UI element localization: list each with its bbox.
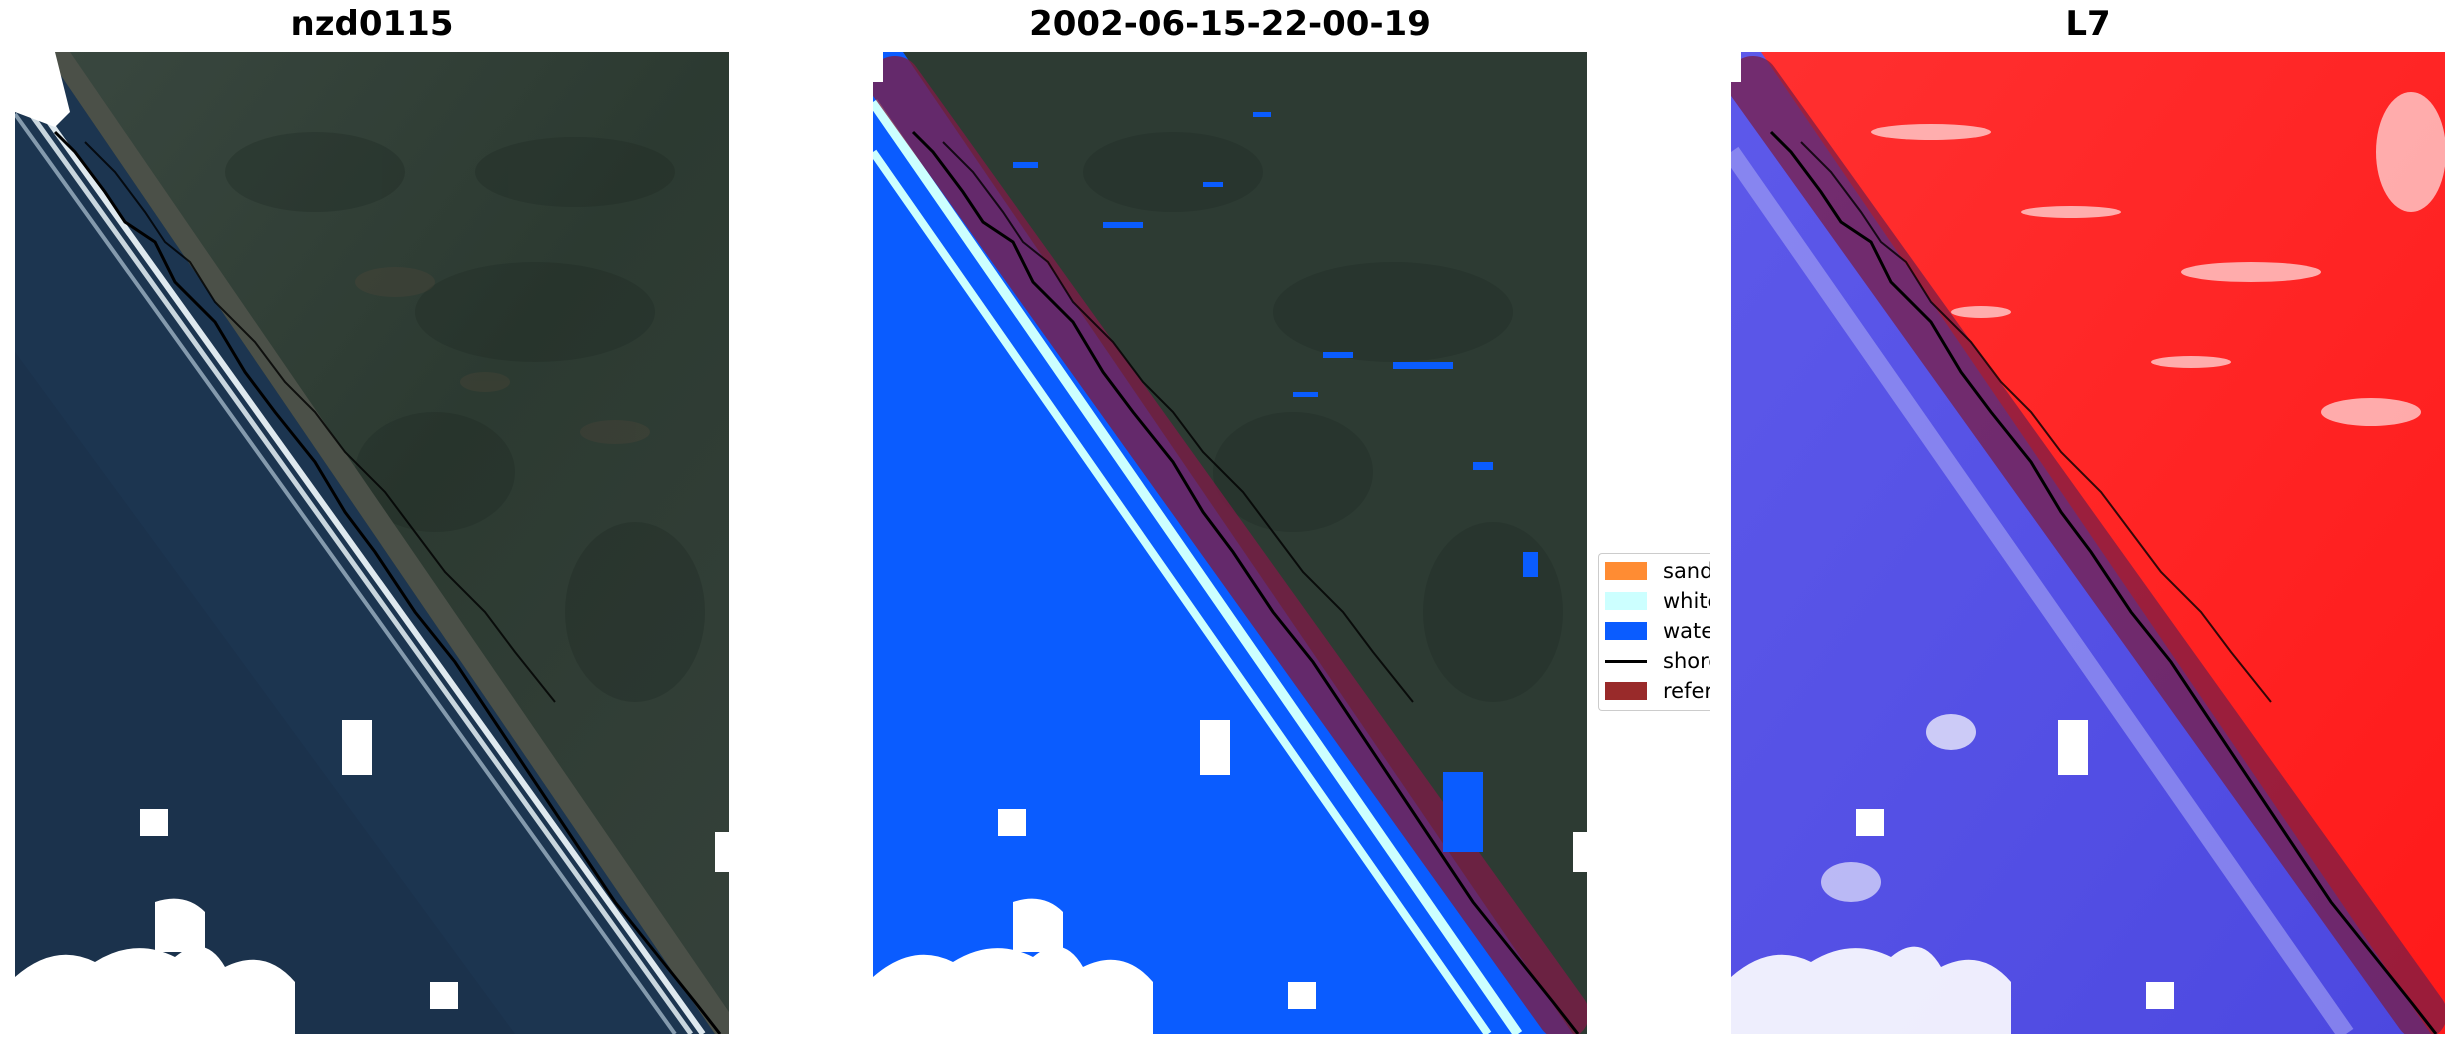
legend-label-reference: referen xyxy=(1663,679,1710,703)
legend-item-sand: sand xyxy=(1605,558,1710,584)
legend-label-whitewater: whitew xyxy=(1663,589,1710,613)
rgb-image-panel xyxy=(15,52,729,1034)
legend-swatch-water xyxy=(1605,622,1647,640)
legend-label-sand: sand xyxy=(1663,559,1710,583)
legend-swatch-shoreline xyxy=(1605,659,1647,663)
legend-item-water: water xyxy=(1605,618,1710,644)
rgb-image xyxy=(15,52,729,1034)
legend-item-shoreline: shorel xyxy=(1605,648,1710,674)
legend: sand whitew water shorel referen xyxy=(1598,553,1710,711)
legend-label-shoreline: shorel xyxy=(1663,649,1710,673)
legend-swatch-whitewater xyxy=(1605,592,1647,610)
legend-swatch-reference xyxy=(1605,682,1647,700)
legend-item-reference: referen xyxy=(1605,678,1710,704)
legend-item-whitewater: whitew xyxy=(1605,588,1710,614)
legend-swatch-sand xyxy=(1605,562,1647,580)
index-image xyxy=(1731,52,2445,1034)
classification-panel xyxy=(873,52,1587,1034)
legend-label-water: water xyxy=(1663,619,1710,643)
index-panel xyxy=(1731,52,2445,1034)
classification-image xyxy=(873,52,1587,1034)
panel-title-rgb: nzd0115 xyxy=(290,4,454,44)
panel-title-index: L7 xyxy=(2065,4,2111,44)
panel-title-classification: 2002-06-15-22-00-19 xyxy=(1029,4,1431,44)
